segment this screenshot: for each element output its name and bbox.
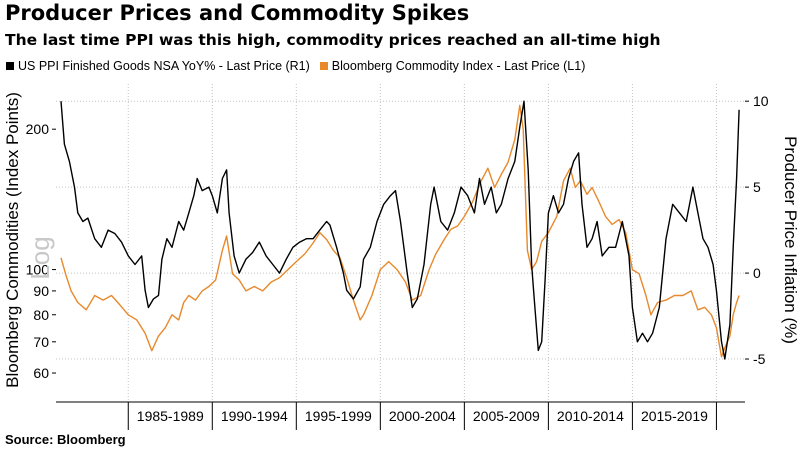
left-tick-label: 60 (33, 365, 49, 381)
x-tick-label: 1995-1999 (305, 408, 372, 424)
chart-subtitle: The last time PPI was this high, commodi… (5, 31, 661, 49)
grid-lines (56, 84, 745, 402)
x-tick-label: 1990-1994 (221, 408, 288, 424)
legend-label-ppi: US PPI Finished Goods NSA YoY% - Last Pr… (18, 59, 310, 73)
legend-entry-commodity: Bloomberg Commodity Index - Last Price (… (319, 59, 586, 73)
left-tick-label: 80 (33, 307, 49, 323)
x-tick-label: 2000-2004 (389, 408, 456, 424)
legend-swatch-commodity (319, 62, 328, 70)
x-tick-label: 2015-2019 (641, 408, 708, 424)
legend-entry-ppi: US PPI Finished Goods NSA YoY% - Last Pr… (6, 59, 310, 73)
legend-swatch-ppi (6, 62, 14, 70)
left-tick-label: 200 (26, 121, 50, 137)
right-tick-label: 5 (753, 179, 761, 195)
right-tick-label: 0 (753, 265, 761, 281)
chart-title: Producer Prices and Commodity Spikes (5, 1, 470, 25)
left-tick-label: 100 (26, 262, 50, 278)
x-axis: 1985-1989 1990-1994 1995-1999 2000-2004 2005… (56, 401, 745, 430)
x-tick-label: 2010-2014 (557, 408, 624, 424)
legend: US PPI Finished Goods NSA YoY% - Last Pr… (6, 59, 595, 73)
left-axis: 60 70 80 90 100 200 (26, 121, 56, 381)
right-tick-label: -5 (753, 351, 766, 367)
right-axis: -5 0 5 10 (745, 93, 769, 367)
source-note: Source: Bloomberg (5, 432, 126, 447)
series-line-ppi (60, 100, 740, 360)
left-tick-label: 70 (33, 334, 49, 350)
legend-label-commodity: Bloomberg Commodity Index - Last Price (… (331, 59, 586, 73)
series-line-commodity (60, 104, 740, 358)
x-tick-label: 1985-1989 (137, 408, 204, 424)
right-tick-label: 10 (753, 93, 769, 109)
left-axis-label: Bloomberg Commodities (Index Points) (3, 92, 22, 388)
series-lines (60, 100, 740, 360)
x-tick-label: 2005-2009 (473, 408, 540, 424)
log-scale-marker: Log (25, 236, 55, 279)
left-tick-label: 90 (33, 283, 49, 299)
right-axis-label: Producer Price Inflation (%) (781, 136, 800, 344)
